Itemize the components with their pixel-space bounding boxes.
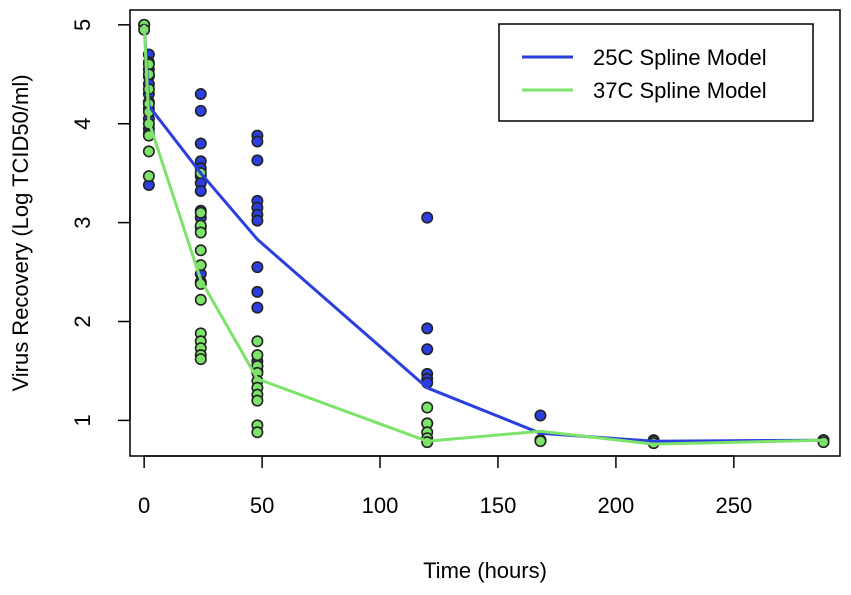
x-tick-label: 50	[250, 493, 274, 518]
point-25c	[194, 88, 207, 101]
x-tick-label: 150	[480, 493, 517, 518]
point-37c	[194, 244, 207, 257]
point-37c	[194, 293, 207, 306]
legend-label-25c: 25C Spline Model	[593, 45, 767, 70]
y-tick-label: 5	[70, 19, 95, 31]
line-25c-spline	[142, 24, 824, 443]
point-37c	[251, 426, 264, 439]
x-axis-title: Time (hours)	[423, 558, 547, 583]
line-37c-spline	[142, 24, 824, 446]
point-37c	[251, 394, 264, 407]
x-axis: 0 50 100 150 200 250	[138, 455, 752, 518]
spline-lines	[142, 24, 824, 446]
point-37c	[817, 436, 830, 449]
point-37c	[421, 401, 434, 414]
point-25c	[421, 322, 434, 335]
point-37c	[142, 170, 155, 183]
y-axis-title: Virus Recovery (Log TCID50/ml)	[8, 74, 33, 391]
x-tick-label: 200	[598, 493, 635, 518]
point-25c	[421, 211, 434, 224]
point-25c	[194, 137, 207, 150]
point-37c	[251, 349, 264, 362]
point-25c	[534, 409, 547, 422]
point-25c	[194, 184, 207, 197]
x-tick-label: 0	[138, 493, 150, 518]
point-25c	[251, 285, 264, 298]
y-tick-label: 4	[70, 118, 95, 130]
legend: 25C Spline Model 37C Spline Model	[498, 23, 814, 122]
point-25c	[421, 343, 434, 356]
point-25c	[194, 104, 207, 117]
point-37c	[194, 353, 207, 366]
x-tick-label: 100	[362, 493, 399, 518]
legend-box	[498, 23, 814, 122]
point-37c	[194, 226, 207, 239]
point-25c	[251, 154, 264, 167]
data-points	[138, 18, 830, 450]
legend-label-37c: 37C Spline Model	[593, 78, 767, 103]
point-25c	[251, 135, 264, 148]
x-tick-label: 250	[715, 493, 752, 518]
point-25c	[251, 301, 264, 314]
point-37c	[194, 206, 207, 219]
y-axis: 1 2 3 4 5	[70, 19, 131, 427]
y-tick-label: 3	[70, 216, 95, 228]
point-37c	[142, 145, 155, 158]
point-25c	[251, 261, 264, 274]
point-25c	[251, 214, 264, 227]
y-tick-label: 1	[70, 414, 95, 426]
point-37c	[251, 335, 264, 348]
y-tick-label: 2	[70, 315, 95, 327]
point-37c	[534, 435, 547, 448]
